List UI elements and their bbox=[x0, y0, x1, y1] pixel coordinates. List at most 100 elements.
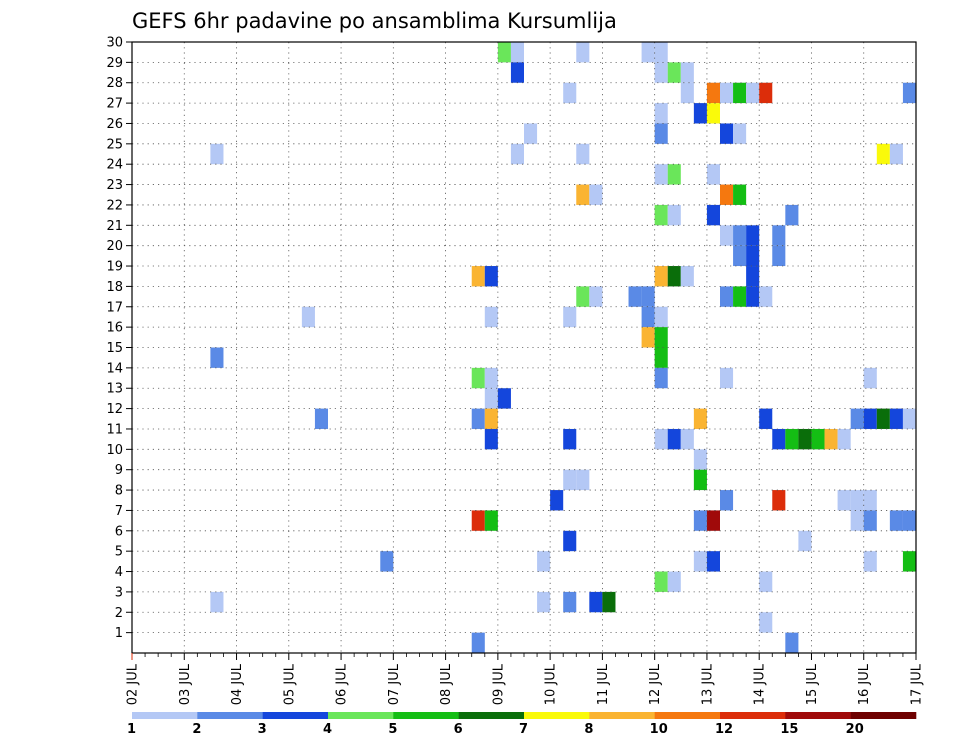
legend-swatch bbox=[458, 712, 525, 719]
heatmap-cell bbox=[471, 266, 485, 287]
heatmap-cell bbox=[706, 82, 720, 104]
heatmap-cell bbox=[759, 571, 773, 592]
heatmap-cell bbox=[759, 612, 773, 633]
heatmap-cell bbox=[720, 123, 734, 144]
heatmap-cell bbox=[706, 551, 720, 572]
y-tick-label: 26 bbox=[106, 117, 123, 132]
y-tick-label: 29 bbox=[106, 56, 123, 71]
heatmap-cell bbox=[876, 408, 890, 429]
heatmap-cell bbox=[889, 143, 903, 165]
x-tick-label: 13 JUL bbox=[700, 663, 715, 705]
y-tick-label: 22 bbox=[106, 198, 123, 213]
y-tick-label: 12 bbox=[106, 402, 123, 417]
y-tick-label: 11 bbox=[106, 422, 123, 437]
x-tick-label: 08 JUL bbox=[439, 663, 454, 705]
heatmap-cell bbox=[850, 408, 864, 429]
legend-swatch bbox=[524, 712, 590, 719]
y-tick-label: 20 bbox=[106, 239, 123, 254]
heatmap-cell bbox=[563, 469, 577, 491]
heatmap-cell bbox=[693, 510, 707, 531]
y-tick-label: 15 bbox=[106, 341, 123, 356]
y-tick-label: 28 bbox=[106, 76, 123, 91]
y-tick-label: 10 bbox=[106, 443, 123, 458]
heatmap-cell bbox=[850, 490, 864, 511]
heatmap-cell bbox=[471, 408, 485, 429]
legend-swatch bbox=[654, 712, 721, 719]
x-tick-label: 07 JUL bbox=[387, 663, 402, 705]
legend-swatch bbox=[850, 712, 917, 719]
x-tick-label: 03 JUL bbox=[178, 663, 193, 705]
y-tick-label: 23 bbox=[106, 178, 123, 193]
y-tick-label: 13 bbox=[106, 382, 123, 397]
heatmap-cell bbox=[811, 428, 825, 450]
heatmap-cell bbox=[746, 266, 760, 287]
heatmap-cell bbox=[785, 428, 799, 450]
heatmap-cell bbox=[706, 103, 720, 124]
heatmap-cell bbox=[798, 428, 812, 450]
heatmap-cell bbox=[654, 367, 668, 389]
heatmap-cell bbox=[733, 184, 747, 205]
heatmap-cell bbox=[693, 551, 707, 572]
heatmap-cell bbox=[563, 428, 577, 450]
heatmap-cell bbox=[654, 123, 668, 144]
heatmap-cell bbox=[837, 428, 851, 450]
heatmap-cell bbox=[772, 490, 786, 511]
heatmap-cell bbox=[497, 388, 511, 409]
y-tick-label: 9 bbox=[115, 463, 123, 478]
y-tick-label: 18 bbox=[106, 280, 123, 295]
heatmap-cell bbox=[733, 286, 747, 307]
legend-label: 15 bbox=[780, 722, 798, 737]
heatmap-cell bbox=[902, 510, 916, 531]
heatmap-cell bbox=[589, 286, 603, 307]
heatmap-cell bbox=[602, 591, 616, 613]
legend-swatch bbox=[589, 712, 655, 719]
x-tick-label: 10 JUL bbox=[544, 663, 559, 705]
heatmap-cell bbox=[563, 591, 577, 613]
heatmap-cell bbox=[654, 204, 668, 226]
heatmap-cell bbox=[380, 551, 394, 572]
heatmap-cell bbox=[706, 510, 720, 531]
legend-swatch bbox=[132, 712, 198, 719]
y-tick-label: 7 bbox=[115, 504, 123, 519]
heatmap-cell bbox=[497, 42, 511, 63]
heatmap-cell bbox=[576, 143, 590, 165]
heatmap-cell bbox=[210, 347, 224, 368]
heatmap-cell bbox=[563, 82, 577, 104]
heatmap-cell bbox=[798, 530, 812, 552]
x-tick-label: 02 JUL bbox=[126, 663, 141, 705]
heatmap-cell bbox=[484, 408, 498, 429]
heatmap-cell bbox=[706, 164, 720, 185]
heatmap-cell bbox=[576, 286, 590, 307]
heatmap-cell bbox=[654, 306, 668, 328]
heatmap-cell bbox=[680, 266, 694, 287]
heatmap-cell bbox=[785, 204, 799, 226]
heatmap-cell bbox=[720, 82, 734, 104]
heatmap-cell bbox=[654, 327, 668, 348]
y-tick-label: 8 bbox=[115, 484, 123, 499]
chart-title: GEFS 6hr padavine po ansamblima Kursumli… bbox=[132, 9, 617, 33]
x-tick-label: 11 JUL bbox=[596, 663, 611, 705]
heatmap-cell bbox=[824, 428, 838, 450]
heatmap-cell bbox=[693, 449, 707, 470]
heatmap-cell bbox=[510, 143, 524, 165]
legend-label: 12 bbox=[715, 722, 733, 737]
heatmap-cell bbox=[589, 591, 603, 613]
heatmap-cells bbox=[210, 42, 916, 653]
legend-swatch bbox=[393, 712, 459, 719]
heatmap-cell bbox=[863, 367, 877, 389]
heatmap-cell bbox=[759, 286, 773, 307]
heatmap-cell bbox=[510, 62, 524, 83]
heatmap-cell bbox=[667, 266, 681, 287]
heatmap-cell bbox=[733, 123, 747, 144]
legend-label: 8 bbox=[584, 722, 593, 737]
y-tick-label: 3 bbox=[115, 585, 123, 600]
heatmap-cell bbox=[210, 591, 224, 613]
heatmap-cell bbox=[733, 225, 747, 246]
heatmap-cell bbox=[654, 571, 668, 592]
heatmap-cell bbox=[563, 530, 577, 552]
heatmap-cell bbox=[563, 306, 577, 328]
legend-label: 6 bbox=[454, 722, 463, 737]
y-tick-label: 5 bbox=[115, 545, 123, 560]
legend-swatch bbox=[262, 712, 329, 719]
heatmap-cell bbox=[654, 164, 668, 185]
